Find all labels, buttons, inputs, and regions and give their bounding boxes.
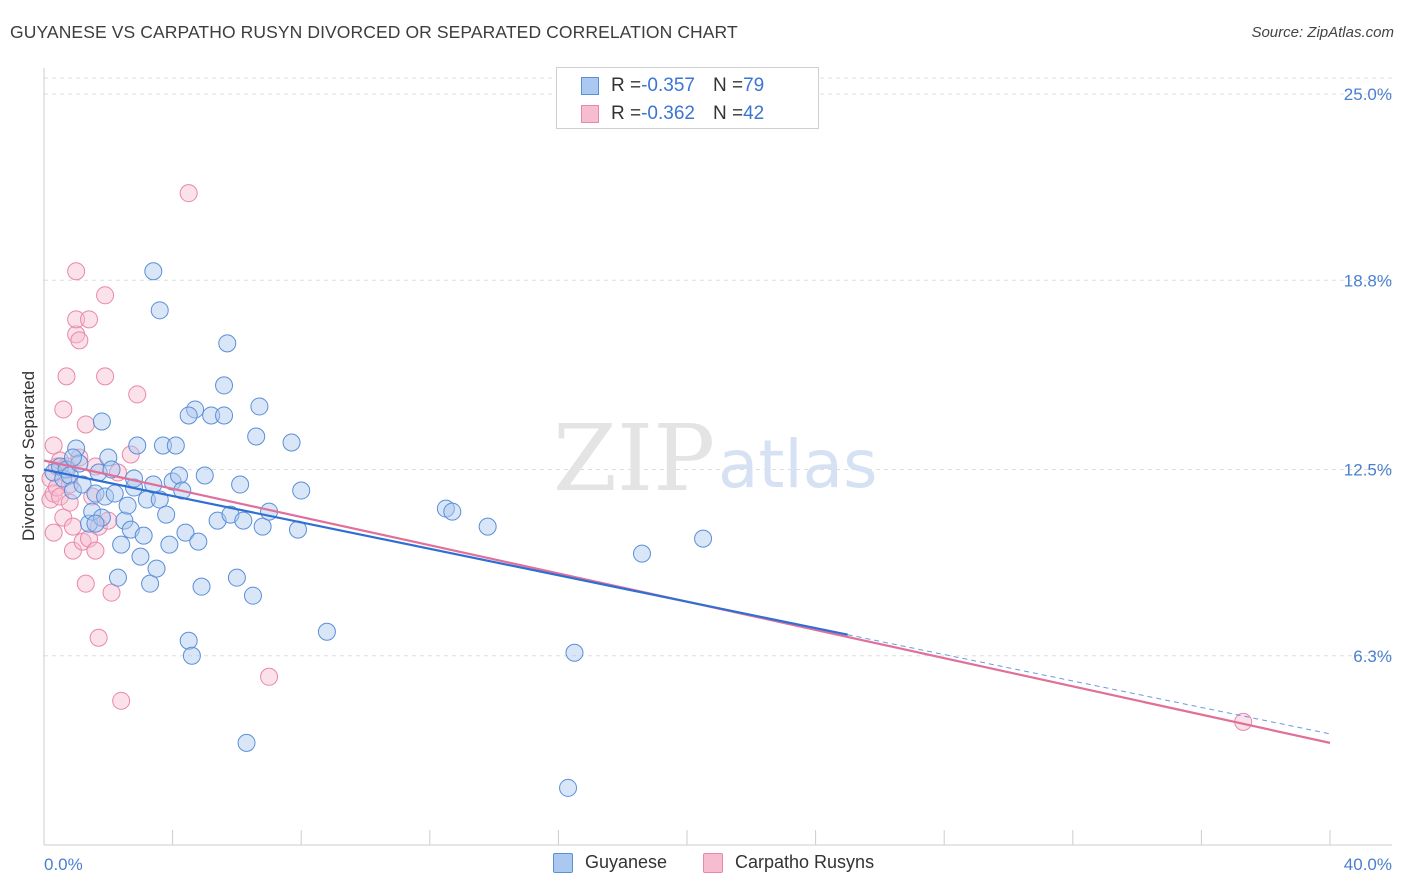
guyanese-points [45, 263, 711, 797]
legend-label: Guyanese [585, 852, 667, 873]
guyanese-point [158, 506, 175, 523]
grid-lines [44, 78, 1392, 656]
rusyn-point [180, 185, 197, 202]
x-tick-label-min: 0.0% [44, 855, 83, 874]
guyanese-point [135, 527, 152, 544]
guyanese-point [106, 485, 123, 502]
y-tick-label: 6.3% [1353, 647, 1392, 666]
rusyn-point [68, 263, 85, 280]
rusyn-point [45, 437, 62, 454]
guyanese-point [167, 437, 184, 454]
rusyn-point [90, 629, 107, 646]
r-label: R = [611, 103, 641, 125]
guyanese-point [216, 377, 233, 394]
rusyn-point [77, 416, 94, 433]
guyanese-point [219, 335, 236, 352]
rusyn-legend-swatch [703, 853, 723, 873]
rusyn-point [45, 524, 62, 541]
guyanese-point [113, 536, 130, 553]
rusyn-point [103, 584, 120, 601]
guyanese-legend-swatch [553, 853, 573, 873]
rusyn-point [71, 332, 88, 349]
guyanese-point [145, 263, 162, 280]
scatter-plot: ZIP atlas 6.3% 12.5% 18.8% 25.0% 0.0% 40.0%… [0, 0, 1406, 892]
legend-item-guyanese[interactable]: Guyanese [553, 852, 667, 873]
guyanese-point [132, 548, 149, 565]
guyanese-point [161, 536, 178, 553]
guyanese-trend-extension [848, 635, 1330, 734]
r-value: -0.362 [641, 103, 695, 125]
watermark: ZIP atlas [553, 405, 878, 512]
y-tick-label: 12.5% [1344, 461, 1392, 480]
guyanese-point [151, 302, 168, 319]
guyanese-point [293, 482, 310, 499]
guyanese-point [633, 545, 650, 562]
guyanese-point [235, 512, 252, 529]
legend-item-carpatho-rusyns[interactable]: Carpatho Rusyns [703, 852, 874, 873]
rusyn-point [87, 542, 104, 559]
guyanese-point [228, 569, 245, 586]
guyanese-point [171, 467, 188, 484]
guyanese-point [318, 623, 335, 640]
r-label: R = [611, 75, 641, 97]
guyanese-point [190, 533, 207, 550]
y-tick-label: 25.0% [1344, 85, 1392, 104]
watermark-zip: ZIP [553, 405, 715, 512]
guyanese-point [216, 407, 233, 424]
y-axis-label: Divorced or Separated [19, 371, 38, 541]
x-tick-label-max: 40.0% [1344, 855, 1392, 874]
guyanese-point [695, 530, 712, 547]
guyanese-point [560, 779, 577, 796]
guyanese-point [283, 434, 300, 451]
guyanese-point [129, 437, 146, 454]
n-value: 79 [743, 75, 764, 97]
watermark-atlas: atlas [718, 426, 878, 503]
guyanese-swatch [581, 77, 599, 95]
guyanese-point [244, 587, 261, 604]
rusyn-point [261, 668, 278, 685]
rusyn-point [129, 386, 146, 403]
guyanese-point [180, 407, 197, 424]
guyanese-point [254, 518, 271, 535]
guyanese-point [566, 644, 583, 661]
rusyn-point [64, 518, 81, 535]
guyanese-point [109, 569, 126, 586]
n-value: 42 [743, 103, 764, 125]
n-label: N = [713, 75, 743, 97]
guyanese-point [148, 560, 165, 577]
y-tick-label: 18.8% [1344, 271, 1392, 290]
stats-row-carpatho-rusyns: R = -0.362 N = 42 [581, 101, 764, 127]
rusyn-point [81, 311, 98, 328]
guyanese-point [193, 578, 210, 595]
x-axis-ticks [44, 830, 1330, 845]
guyanese-point [93, 413, 110, 430]
rusyn-point [77, 575, 94, 592]
guyanese-point [87, 515, 104, 532]
rusyn-point [97, 287, 114, 304]
guyanese-point [238, 734, 255, 751]
guyanese-point [251, 398, 268, 415]
guyanese-point [232, 476, 249, 493]
guyanese-point [196, 467, 213, 484]
guyanese-point [248, 428, 265, 445]
guyanese-point [119, 497, 136, 514]
r-value: -0.357 [641, 75, 695, 97]
y-axis-tick-labels: 6.3% 12.5% 18.8% 25.0% [1344, 85, 1392, 666]
rusyn-point [97, 368, 114, 385]
rusyn-point [113, 692, 130, 709]
n-label: N = [713, 103, 743, 125]
rusyn-point [55, 401, 72, 418]
rusyn-point [58, 368, 75, 385]
legend-label: Carpatho Rusyns [735, 852, 874, 873]
stats-row-guyanese: R = -0.357 N = 79 [581, 73, 764, 99]
guyanese-point [444, 503, 461, 520]
guyanese-point [183, 647, 200, 664]
stats-box: R = -0.357 N = 79 R = -0.362 N = 42 [556, 67, 819, 129]
guyanese-point [142, 575, 159, 592]
rusyn-swatch [581, 105, 599, 123]
guyanese-point [479, 518, 496, 535]
guyanese-point [64, 449, 81, 466]
guyanese-point [180, 632, 197, 649]
